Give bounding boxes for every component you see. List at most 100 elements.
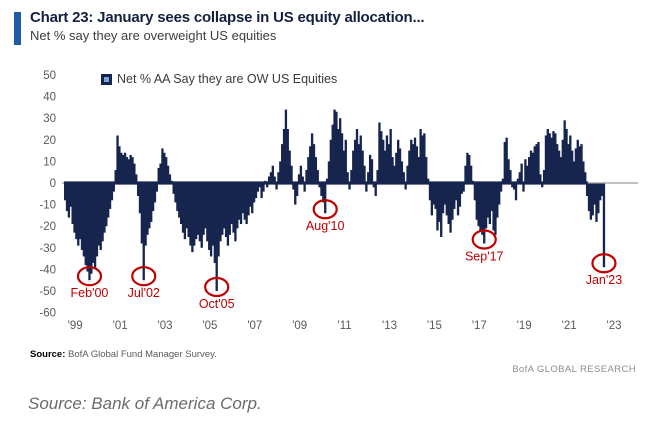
annotation-label: Oct'05 — [199, 297, 235, 311]
x-tick-label: '05 — [202, 320, 217, 332]
bar-series — [64, 109, 606, 291]
y-tick-label: -60 — [39, 308, 56, 320]
bar — [584, 172, 587, 183]
zero-baseline — [64, 181, 588, 185]
source-footnote-text: BofA Global Fund Manager Survey. — [65, 349, 217, 360]
y-tick-label: 50 — [43, 70, 56, 82]
bar — [415, 146, 419, 183]
bar — [483, 183, 486, 244]
bar — [353, 139, 357, 183]
bar — [595, 183, 598, 222]
bar — [372, 183, 376, 188]
bar — [151, 183, 155, 212]
bar — [410, 139, 413, 183]
bar — [163, 152, 166, 183]
bar — [172, 183, 175, 194]
bar — [120, 152, 123, 183]
bar — [488, 183, 491, 225]
bar — [397, 139, 400, 183]
bar — [518, 172, 521, 183]
bar — [342, 150, 346, 183]
bar — [123, 152, 127, 183]
bar — [438, 183, 441, 222]
bar — [193, 183, 196, 246]
bar — [191, 183, 194, 253]
bar — [571, 150, 574, 183]
bar — [252, 183, 256, 203]
bar — [498, 183, 501, 205]
bar — [93, 183, 97, 270]
bar — [241, 183, 245, 214]
bar — [209, 183, 213, 257]
bar — [572, 161, 576, 183]
bar — [382, 139, 385, 183]
bar — [466, 152, 469, 183]
x-tick-label: '13 — [382, 320, 397, 332]
bar — [567, 144, 570, 183]
bar — [288, 150, 291, 183]
bar — [198, 183, 202, 242]
bar — [174, 183, 177, 203]
bar — [90, 183, 93, 274]
bar — [140, 183, 144, 244]
bar — [404, 183, 407, 190]
annotation-circle — [591, 253, 617, 274]
bar — [294, 183, 297, 205]
bar — [260, 183, 263, 199]
bar — [352, 150, 355, 183]
bar — [408, 150, 411, 183]
bar — [64, 183, 67, 201]
bar — [380, 131, 383, 183]
source-footnote: Source: BofA Global Fund Manager Survey. — [30, 349, 217, 360]
bar — [249, 183, 252, 207]
bar — [320, 183, 323, 196]
bar — [301, 176, 304, 183]
bar — [552, 131, 555, 183]
bar — [318, 183, 321, 188]
bar — [423, 133, 426, 183]
bar — [327, 161, 331, 183]
annotation-label: Sep'17 — [465, 249, 504, 263]
bar — [183, 183, 187, 240]
bar — [544, 135, 548, 183]
bar — [494, 183, 497, 235]
bar — [129, 154, 132, 183]
bar — [535, 144, 538, 183]
bar — [211, 183, 215, 246]
bar — [387, 144, 390, 183]
bar — [576, 139, 579, 183]
x-tick-label: '11 — [338, 320, 352, 332]
legend: Net % AA Say they are OW US Equities — [101, 72, 337, 86]
bar — [509, 170, 512, 183]
bar — [441, 183, 445, 214]
bar — [524, 159, 527, 183]
bar — [363, 165, 366, 183]
x-tick-label: '99 — [68, 320, 83, 332]
bar — [426, 178, 430, 183]
bar — [232, 183, 235, 233]
bar — [344, 139, 347, 183]
bar — [127, 159, 130, 183]
bar — [314, 157, 318, 183]
bar — [503, 141, 506, 183]
bar — [307, 157, 310, 183]
bar — [224, 183, 228, 237]
bar — [511, 183, 514, 188]
bar — [142, 183, 145, 281]
bar — [370, 159, 374, 183]
bar — [133, 163, 136, 183]
bar — [80, 183, 84, 250]
annotation-label: Aug'10 — [306, 219, 345, 233]
bar — [597, 183, 600, 214]
bar — [150, 183, 153, 222]
bar — [378, 122, 381, 183]
bar — [146, 183, 149, 235]
bar — [273, 176, 276, 183]
bar — [181, 183, 185, 233]
bar — [580, 144, 583, 183]
bar — [155, 183, 158, 192]
x-tick-label: '09 — [292, 320, 307, 332]
bar — [406, 165, 409, 183]
bar — [417, 157, 420, 183]
bar — [204, 183, 207, 229]
